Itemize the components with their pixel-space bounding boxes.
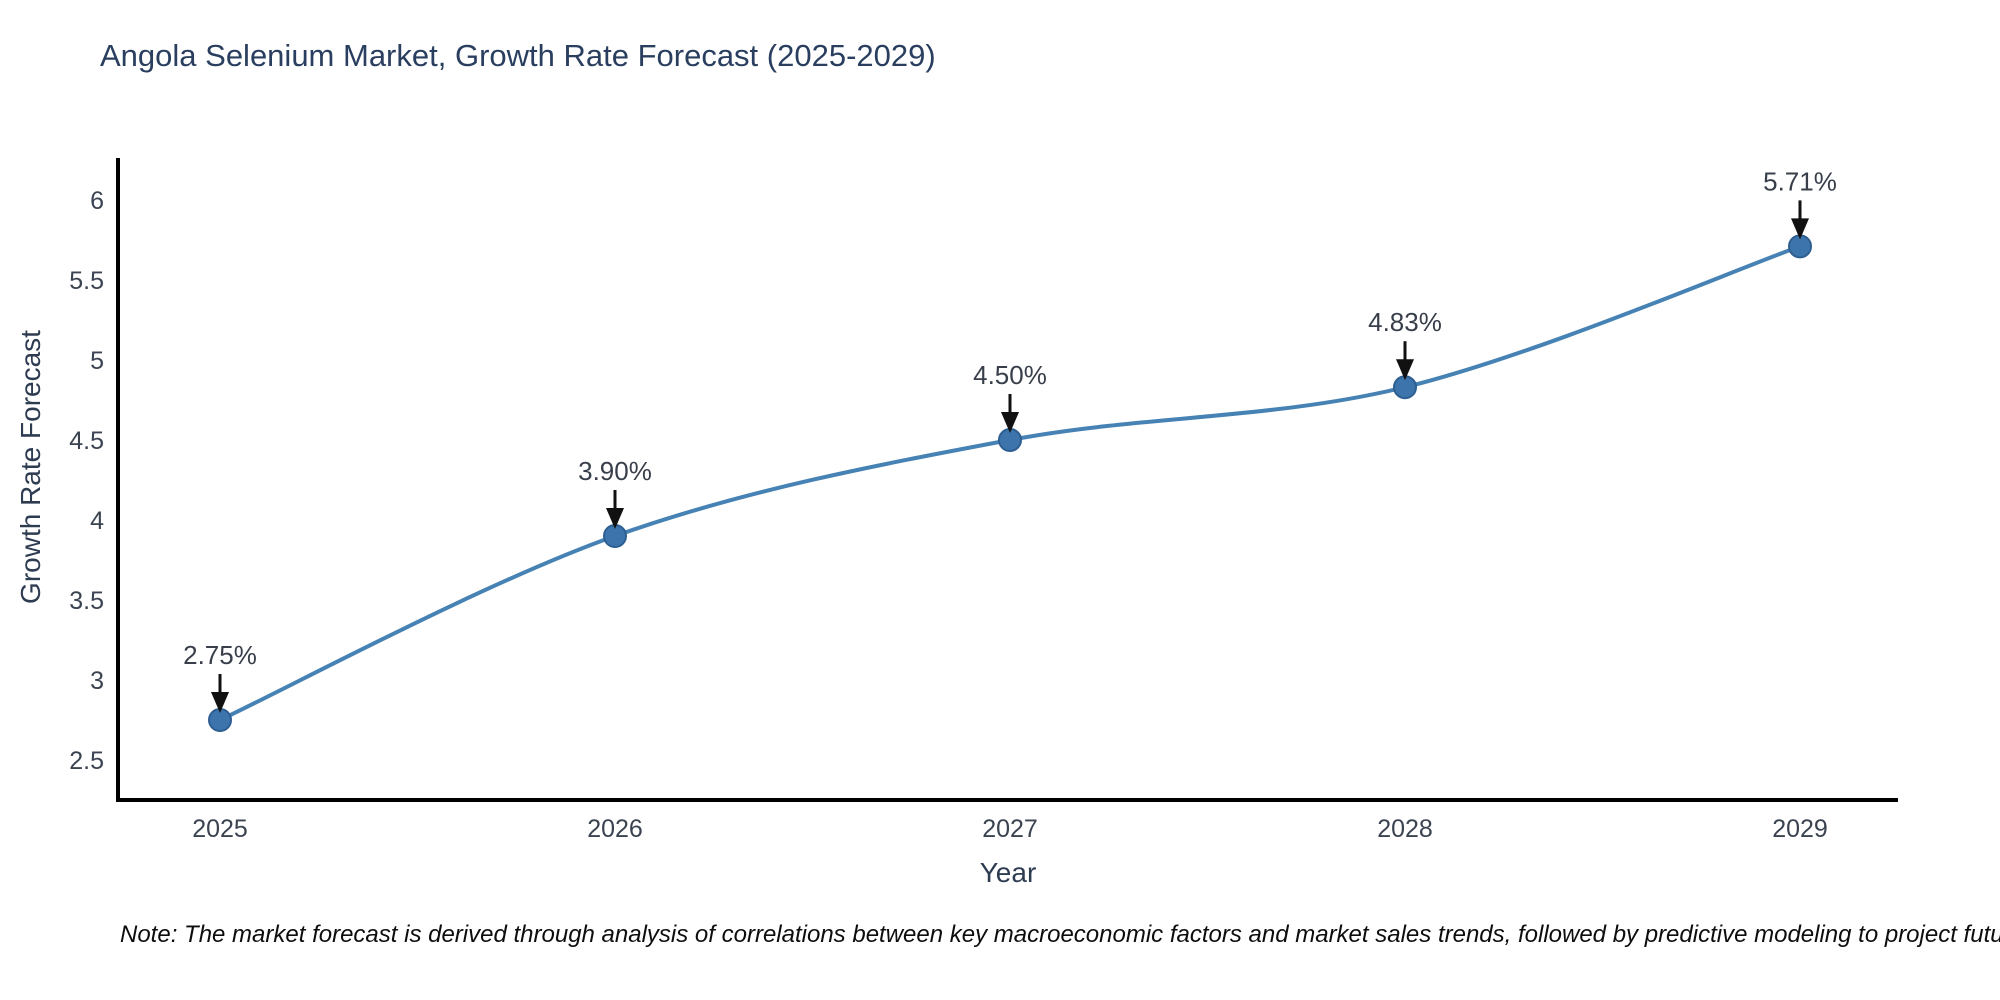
y-tick-label: 6 (90, 187, 104, 215)
annotation-arrowhead (1791, 218, 1809, 240)
y-tick-label: 4 (90, 507, 104, 535)
y-tick-label: 2.5 (69, 747, 104, 775)
x-axis-title: Year (979, 857, 1037, 888)
point-annotation: 2.75% (183, 640, 257, 670)
x-tick-label: 2026 (587, 815, 643, 843)
y-tick-label: 4.5 (69, 427, 104, 455)
footnote: Note: The market forecast is derived thr… (120, 921, 2000, 948)
point-annotation: 5.71% (1763, 166, 1837, 196)
annotation-arrowhead (1001, 412, 1019, 433)
plot-area[interactable] (118, 160, 1898, 800)
x-tick-label: 2025 (192, 815, 248, 843)
point-annotation: 4.83% (1368, 307, 1442, 337)
y-tick-label: 5.5 (69, 267, 104, 295)
point-annotation: 3.90% (578, 456, 652, 486)
annotation-arrowhead (606, 508, 624, 529)
y-axis-title: Growth Rate Forecast (15, 330, 46, 604)
point-annotation: 4.50% (973, 360, 1047, 390)
annotation-arrowhead (211, 692, 229, 713)
y-tick-label: 3 (90, 667, 104, 695)
x-tick-label: 2029 (1772, 815, 1828, 843)
annotation-arrowhead (1396, 359, 1414, 381)
chart-title: Angola Selenium Market, Growth Rate Fore… (100, 38, 936, 73)
x-tick-label: 2028 (1377, 815, 1433, 843)
y-tick-label: 3.5 (69, 587, 104, 615)
x-tick-label: 2027 (982, 815, 1038, 843)
y-tick-label: 5 (90, 347, 104, 375)
